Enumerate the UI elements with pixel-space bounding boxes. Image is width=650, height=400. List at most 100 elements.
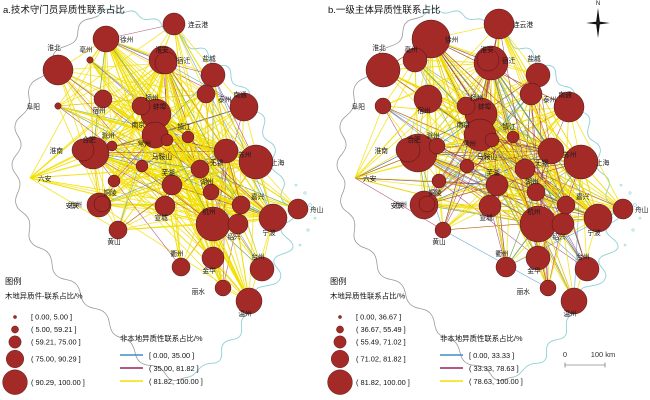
svg-text:( 33.33, 78.63 ]: ( 33.33, 78.63 ] — [469, 364, 519, 373]
svg-text:[ 0.00, 35.00 ]: [ 0.00, 35.00 ] — [149, 351, 194, 360]
svg-text:宣城: 宣城 — [154, 213, 168, 222]
svg-text:泰州: 泰州 — [543, 95, 556, 104]
svg-text:台州: 台州 — [576, 252, 589, 261]
svg-text:衢州: 衢州 — [495, 249, 508, 258]
svg-text:亳州: 亳州 — [404, 45, 417, 54]
svg-text:丽水: 丽水 — [517, 287, 531, 296]
svg-text:池州: 池州 — [69, 200, 82, 209]
svg-text:连云港: 连云港 — [188, 20, 208, 29]
svg-text:泰州: 泰州 — [218, 95, 231, 104]
svg-text:杭州: 杭州 — [527, 207, 540, 216]
svg-text:淮北: 淮北 — [47, 43, 61, 52]
svg-text:南通: 南通 — [233, 90, 247, 99]
svg-text:无锡: 无锡 — [210, 158, 224, 167]
svg-text:马鞍山: 马鞍山 — [152, 152, 172, 161]
svg-text:湖州: 湖州 — [200, 177, 213, 186]
svg-text:非本地异质性联系占比/%: 非本地异质性联系占比/% — [440, 334, 523, 343]
svg-text:嘉兴: 嘉兴 — [576, 192, 590, 201]
svg-text:杭州: 杭州 — [202, 207, 215, 216]
svg-text:阜阳: 阜阳 — [352, 102, 366, 111]
svg-text:马鞍山: 马鞍山 — [477, 152, 497, 161]
svg-text:六安: 六安 — [363, 174, 377, 183]
svg-text:宿迁: 宿迁 — [502, 56, 516, 65]
svg-text:南京: 南京 — [457, 120, 471, 129]
svg-text:宁波: 宁波 — [262, 228, 276, 237]
svg-text:黄山: 黄山 — [107, 237, 120, 246]
svg-text:非本地异质性联系占比/%: 非本地异质性联系占比/% — [120, 334, 203, 343]
svg-text:嘉兴: 嘉兴 — [251, 192, 265, 201]
svg-text:绍兴: 绍兴 — [552, 232, 566, 241]
svg-text:( 78.63, 100.00 ]: ( 78.63, 100.00 ] — [469, 377, 523, 386]
svg-text:上海: 上海 — [596, 158, 610, 167]
svg-text:镇江: 镇江 — [502, 122, 516, 131]
svg-text:[ 0.00, 5.00 ]: [ 0.00, 5.00 ] — [31, 313, 72, 322]
svg-text:淮南: 淮南 — [375, 146, 389, 155]
svg-text:( 81.82, 100.00 ]: ( 81.82, 100.00 ] — [149, 377, 203, 386]
svg-text:无锡: 无锡 — [535, 158, 549, 167]
svg-text:( 59.21, 75.00 ]: ( 59.21, 75.00 ] — [31, 338, 81, 347]
svg-text:金华: 金华 — [527, 266, 541, 275]
svg-text:木地异质件-联系占比/%: 木地异质件-联系占比/% — [5, 292, 83, 301]
svg-text:合肥: 合肥 — [82, 135, 96, 144]
svg-text:( 71.02, 81.82 ]: ( 71.02, 81.82 ] — [356, 355, 406, 364]
svg-text:宿州: 宿州 — [92, 106, 105, 115]
svg-text:衢州: 衢州 — [170, 249, 183, 258]
svg-text:南京: 南京 — [132, 120, 146, 129]
svg-text:苏州: 苏州 — [563, 150, 576, 159]
svg-text:铜陵: 铜陵 — [428, 188, 442, 197]
svg-text:蚌埠: 蚌埠 — [153, 102, 167, 111]
svg-text:( 36.67, 55.49 ]: ( 36.67, 55.49 ] — [356, 325, 406, 334]
svg-text:宣城: 宣城 — [479, 213, 493, 222]
svg-text:( 35.00, 81.82 ]: ( 35.00, 81.82 ] — [149, 364, 199, 373]
svg-text:滁州: 滁州 — [426, 131, 439, 140]
svg-text:连云港: 连云港 — [513, 20, 533, 29]
svg-text:徐州: 徐州 — [120, 35, 133, 44]
svg-text:扬州: 扬州 — [145, 93, 158, 102]
svg-text:( 81.82, 100.00 ]: ( 81.82, 100.00 ] — [356, 378, 410, 387]
svg-text:滁州: 滁州 — [101, 131, 114, 140]
svg-text:( 75.00, 90.29 ]: ( 75.00, 90.29 ] — [31, 355, 81, 364]
svg-text:亳州: 亳州 — [79, 45, 92, 54]
svg-text:( 55.49, 71.02 ]: ( 55.49, 71.02 ] — [356, 338, 406, 347]
svg-text:六安: 六安 — [38, 174, 52, 183]
svg-text:镇江: 镇江 — [177, 122, 191, 131]
svg-text:温州: 温州 — [563, 309, 576, 318]
svg-text:常州: 常州 — [138, 139, 151, 148]
svg-text:木地异质性联系占比/%: 木地异质性联系占比/% — [330, 292, 406, 301]
svg-text:黄山: 黄山 — [432, 237, 445, 246]
svg-text:宁波: 宁波 — [587, 228, 601, 237]
svg-text:金华: 金华 — [202, 266, 216, 275]
svg-text:图例: 图例 — [330, 276, 346, 286]
svg-text:铜陵: 铜陵 — [103, 188, 117, 197]
svg-text:阜阳: 阜阳 — [27, 102, 41, 111]
svg-text:( 90.29, 100.00 ]: ( 90.29, 100.00 ] — [31, 378, 85, 387]
svg-text:台州: 台州 — [251, 252, 264, 261]
svg-text:湖州: 湖州 — [525, 177, 538, 186]
svg-text:舟山: 舟山 — [635, 205, 648, 214]
svg-text:扬州: 扬州 — [470, 93, 483, 102]
svg-text:图例: 图例 — [5, 276, 21, 286]
svg-text:常州: 常州 — [463, 139, 476, 148]
svg-text:绍兴: 绍兴 — [227, 232, 241, 241]
svg-text:合肥: 合肥 — [407, 135, 421, 144]
svg-text:池州: 池州 — [394, 200, 407, 209]
svg-text:盐城: 盐城 — [202, 54, 216, 63]
svg-text:淮南: 淮南 — [50, 146, 64, 155]
svg-text:蚌埠: 蚌埠 — [478, 102, 492, 111]
svg-text:( 5.00, 59.21 ]: ( 5.00, 59.21 ] — [31, 325, 77, 334]
svg-text:宿迁: 宿迁 — [177, 56, 191, 65]
svg-text:苏州: 苏州 — [238, 150, 251, 159]
svg-text:[ 0.00, 36.67 ]: [ 0.00, 36.67 ] — [356, 313, 401, 322]
svg-text:舟山: 舟山 — [310, 205, 323, 214]
svg-text:[ 0.00, 33.33 ]: [ 0.00, 33.33 ] — [469, 351, 514, 360]
svg-text:0: 0 — [563, 350, 567, 359]
svg-text:淮北: 淮北 — [372, 43, 386, 52]
svg-text:100 km: 100 km — [591, 350, 616, 359]
svg-text:N: N — [596, 1, 600, 7]
svg-text:上海: 上海 — [271, 158, 285, 167]
svg-text:南通: 南通 — [558, 90, 572, 99]
svg-text:宿州: 宿州 — [417, 106, 430, 115]
svg-text:淮安: 淮安 — [155, 45, 169, 54]
svg-text:芜湖: 芜湖 — [486, 168, 500, 177]
svg-text:温州: 温州 — [238, 309, 251, 318]
